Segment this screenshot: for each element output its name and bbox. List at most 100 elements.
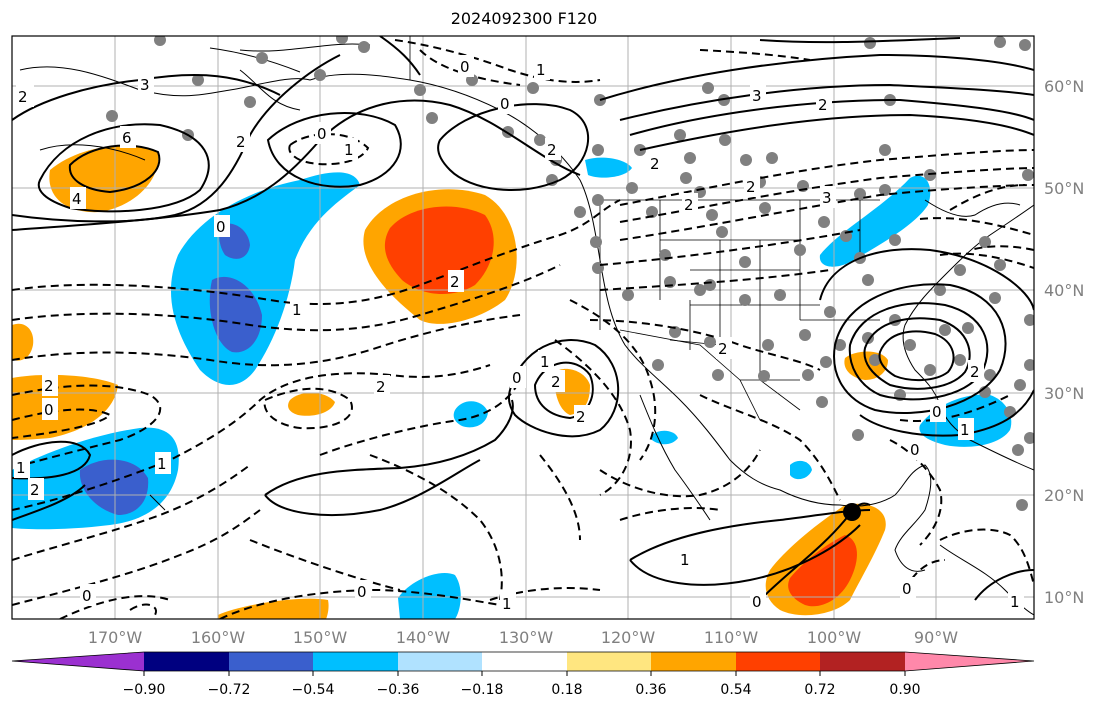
contour-label: 2: [30, 481, 40, 499]
lon-label: 120°W: [601, 628, 656, 647]
contour-label: 1: [680, 551, 690, 569]
longitude-labels: 170°W 160°W 150°W 140°W 130°W 120°W 110°…: [88, 628, 958, 647]
colorbar-segment: [398, 652, 482, 671]
contour-label: 0: [44, 401, 54, 419]
colorbar-segment: [736, 652, 820, 671]
colorbar: −0.90 −0.72 −0.54 −0.36 −0.18 0.18 0.36 …: [11, 651, 1035, 698]
colorbar-segment: [651, 652, 736, 671]
shade-blue: [652, 430, 678, 445]
colorbar-segment: [144, 652, 229, 671]
contour-label: 3: [752, 87, 762, 105]
lon-label: 170°W: [88, 628, 143, 647]
shade-blue: [585, 157, 632, 178]
contour-label: 2: [684, 196, 694, 214]
contour-label: 1: [502, 595, 512, 613]
colorbar-tick-label: 0.18: [551, 682, 582, 698]
contour-label: 1: [960, 421, 970, 439]
contour-label: 1: [1010, 593, 1020, 611]
colorbar-segment: [820, 652, 905, 671]
contour-label: 0: [216, 218, 226, 236]
contour-label: 1: [540, 353, 550, 371]
contour-label: 2: [970, 363, 980, 381]
colorbar-segment: [229, 652, 313, 671]
dashed-contours: [12, 39, 1034, 619]
colorbar-segment: [482, 652, 567, 671]
contour-label: 0: [752, 593, 762, 611]
contour-label: 3: [822, 189, 832, 207]
colorbar-tick-label: −0.18: [461, 682, 504, 698]
contour-label: 0: [460, 58, 470, 76]
lat-label: 30°N: [1044, 384, 1084, 403]
lat-label: 10°N: [1044, 588, 1084, 607]
colorbar-tick-label: 0.90: [889, 682, 920, 698]
contour-label: 0: [500, 95, 510, 113]
lon-label: 150°W: [293, 628, 348, 647]
colorbar-tick-label: 0.36: [635, 682, 666, 698]
contour-label: 2: [551, 373, 561, 391]
contour-label: 0: [902, 580, 912, 598]
shade-red: [384, 206, 494, 295]
contour-label: 2: [547, 141, 557, 159]
colorbar-segment: [905, 652, 1034, 671]
colorbar-tick-label: 0.72: [804, 682, 835, 698]
lat-label: 50°N: [1044, 179, 1084, 198]
colorbar-segment: [567, 652, 651, 671]
shade-red: [788, 535, 857, 607]
shade-orange: [12, 374, 118, 440]
colorbar-segment: [12, 652, 144, 671]
lon-label: 110°W: [704, 628, 759, 647]
shade-orange: [288, 392, 335, 416]
contour-label: 3: [140, 76, 150, 94]
contour-labels: 2 3 6 4 2 0 1 0 2 0 1 2 0 1 2 2 0 2 2 0 …: [14, 55, 1024, 614]
colorbar-tick-label: −0.36: [377, 682, 420, 698]
contour-label: 1: [16, 459, 26, 477]
contour-label: 0: [910, 441, 920, 459]
shade-blue: [819, 175, 931, 267]
contour-label: 0: [82, 587, 92, 605]
colorbar-tick-label: −0.54: [292, 682, 335, 698]
shade-orange: [218, 598, 329, 619]
lon-label: 100°W: [807, 628, 862, 647]
contour-label: 0: [317, 125, 327, 143]
contour-label: 2: [236, 133, 246, 151]
colorbar-tick-label: −0.72: [208, 682, 251, 698]
contour-label: 1: [292, 301, 302, 319]
contour-label: 0: [932, 403, 942, 421]
lon-label: 130°W: [499, 628, 554, 647]
contour-label: 2: [718, 340, 728, 358]
lat-label: 60°N: [1044, 77, 1084, 96]
contour-label: 1: [344, 141, 354, 159]
contour-label: 2: [376, 378, 386, 396]
shade-dark-blue: [79, 459, 149, 515]
shade-blue: [453, 401, 488, 428]
lon-label: 160°W: [191, 628, 246, 647]
contour-label: 2: [450, 273, 460, 291]
latitude-labels: 60°N 50°N 40°N 30°N 20°N 10°N: [1044, 77, 1084, 607]
location-marker: [843, 503, 861, 521]
lat-label: 40°N: [1044, 281, 1084, 300]
map-frame: [11, 35, 1035, 620]
lat-label: 20°N: [1044, 486, 1084, 505]
contour-label: 2: [576, 408, 586, 426]
lon-label: 140°W: [396, 628, 451, 647]
map-area: 2 3 6 4 2 0 1 0 2 0 1 2 0 1 2 2 0 2 2 0 …: [12, 36, 1034, 619]
contour-label: 6: [122, 129, 132, 147]
shade-orange: [12, 323, 34, 361]
colorbar-tick-label: 0.54: [720, 682, 751, 698]
contour-label: 2: [650, 155, 660, 173]
contour-label: 1: [536, 61, 546, 79]
lon-label: 90°W: [914, 628, 958, 647]
contour-label: 2: [818, 96, 828, 114]
shade-blue: [398, 572, 461, 619]
contour-label: 0: [357, 583, 367, 601]
contour-label: 1: [157, 455, 167, 473]
colorbar-tick-label: −0.90: [123, 682, 166, 698]
map-title: 2024092300 F120: [450, 9, 598, 28]
contour-label: 2: [746, 178, 756, 196]
contour-label: 2: [18, 88, 28, 106]
contour-label: 0: [512, 369, 522, 387]
colorbar-segment: [313, 652, 398, 671]
shade-blue: [790, 460, 812, 480]
contour-label: 2: [44, 377, 54, 395]
